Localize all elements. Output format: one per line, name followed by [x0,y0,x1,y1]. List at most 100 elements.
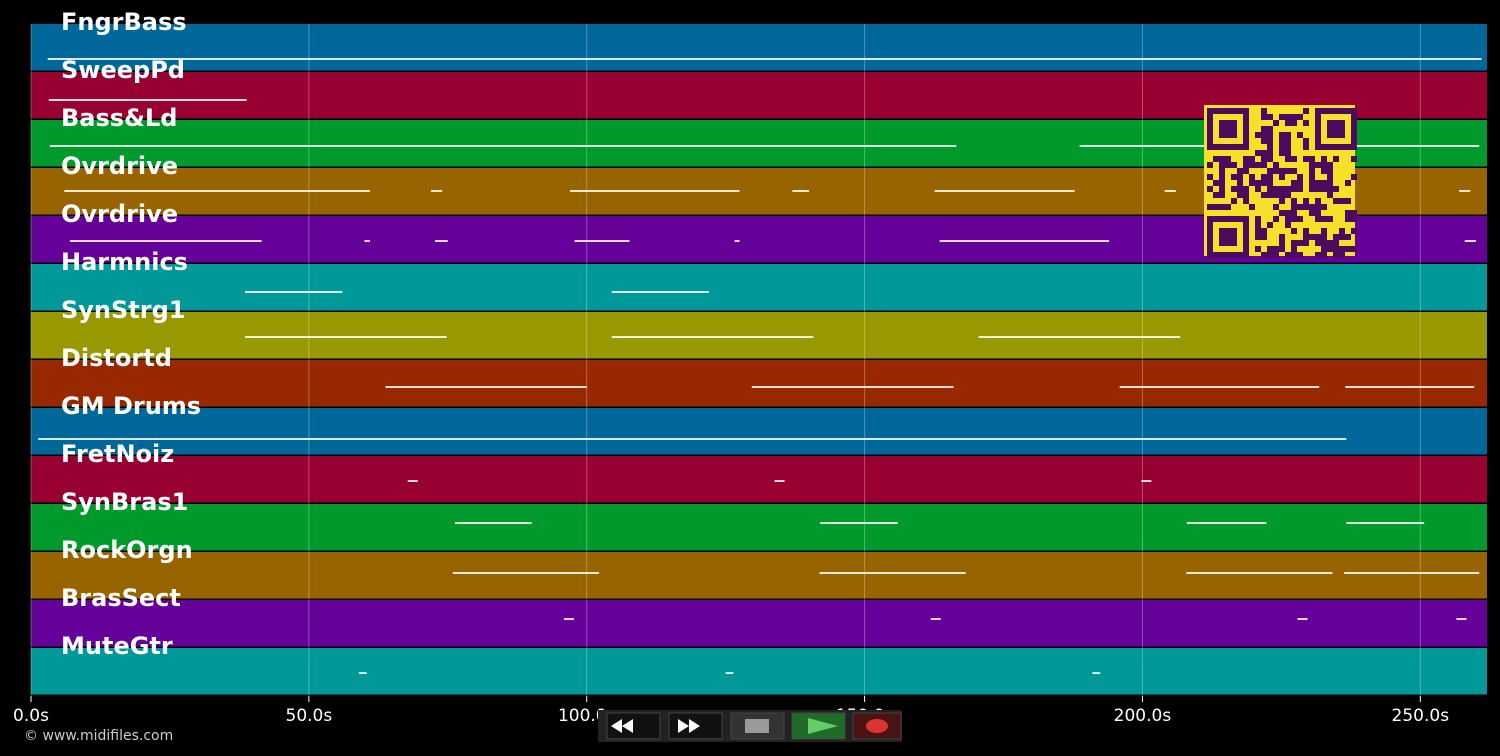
note-segment [570,190,740,192]
track-name: FngrBass [61,8,187,36]
qr-cell [1267,222,1273,228]
note-segment [930,618,941,620]
qr-cell [1285,138,1291,144]
note-segment [49,145,957,147]
qr-cell [1327,216,1333,222]
qr-cell [1321,246,1327,252]
rewind-button[interactable] [606,712,661,740]
qr-cell [1279,198,1285,204]
track-name: SynStrg1 [61,296,186,324]
track-name: MuteGtr [61,632,173,660]
qr-cell [1243,186,1249,192]
qr-cell [1345,216,1351,222]
qr-cell [1267,114,1273,120]
qr-cell [1285,222,1291,228]
qr-cell [1315,198,1321,204]
track-name: Bass&Ld [61,104,177,132]
track-name: BrasSect [61,584,181,612]
qr-cell [1285,132,1291,138]
track-name: Harmnics [61,248,188,276]
note-segment [47,58,1482,60]
qr-cell [1297,216,1303,222]
qr-cell [1327,168,1333,174]
qr-cell [1261,234,1267,240]
qr-cell [1285,252,1291,258]
qr-cell [1243,192,1249,198]
qr-cell [1309,180,1315,186]
record-button[interactable] [852,712,902,740]
qr-cell [1351,228,1357,234]
qr-cell [1327,180,1333,186]
qr-cell [1273,120,1279,126]
note-segment [1164,190,1176,192]
qr-cell [1261,114,1267,120]
qr-cell [1249,204,1255,210]
qr-cell [1303,120,1309,126]
qr-cell [1213,180,1219,186]
qr-cell [1261,192,1267,198]
qr-cell [1315,252,1321,258]
qr-cell [1285,168,1291,174]
qr-cell [1339,234,1345,240]
qr-cell [1333,246,1339,252]
play-button[interactable] [791,712,846,740]
note-segment [611,291,709,293]
qr-cell [1207,204,1213,210]
qr-cell [1267,192,1273,198]
qr-cell [1279,186,1285,192]
track-lane [31,24,1487,71]
note-segment [455,522,532,524]
qr-cell [1249,156,1255,162]
stop-button[interactable] [730,712,785,740]
qr-cell [1207,162,1213,168]
qr-cell [1219,174,1225,180]
qr-cell [1285,120,1291,126]
note-segment [939,240,1110,242]
note-segment [725,672,734,674]
qr-cell [1291,216,1297,222]
qr-cell [1297,114,1303,120]
qr-cell [1291,114,1297,120]
note-segment [1345,386,1475,388]
note-segment [38,438,1347,440]
x-tick-label: 200.0s [1114,706,1172,726]
qr-cell [1351,156,1357,162]
qr-cell [1285,114,1291,120]
qr-cell [1333,234,1339,240]
track-lane [31,312,1487,359]
qr-cell [1315,216,1321,222]
qr-cell [1219,186,1225,192]
note-segment [774,480,785,482]
qr-cell [1231,198,1237,204]
qr-cell [1297,240,1303,246]
note-segment [244,291,343,293]
qr-cell [1267,132,1273,138]
note-segment [407,480,418,482]
qr-finder [1219,120,1237,138]
qr-cell [1327,186,1333,192]
qr-cell [1321,180,1327,186]
qr-cell [1339,228,1345,234]
qr-cell [1273,192,1279,198]
note-segment [385,386,587,388]
track-lane [31,648,1487,695]
qr-cell [1261,180,1267,186]
note-segment [1119,386,1320,388]
qr-cell [1327,192,1333,198]
qr-cell [1297,174,1303,180]
qr-cell [1279,114,1285,120]
qr-cell [1291,240,1297,246]
qr-cell [1321,156,1327,162]
track-name: FretNoiz [61,440,174,468]
track-name: SynBras1 [61,488,188,516]
qr-cell [1333,198,1339,204]
qr-cell [1261,162,1267,168]
qr-cell [1279,174,1285,180]
qr-finder [1327,120,1345,138]
forward-button[interactable] [668,712,723,740]
qr-cell [1261,156,1267,162]
qr-cell [1291,204,1297,210]
qr-cell [1267,246,1273,252]
qr-cell [1291,168,1297,174]
x-tick-label: 0.0s [13,706,49,726]
